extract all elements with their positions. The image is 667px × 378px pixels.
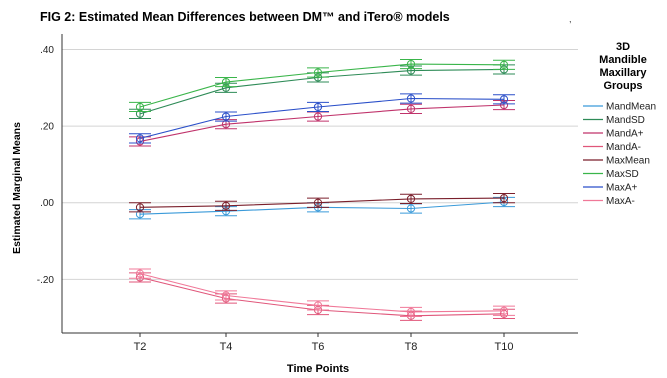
legend-label: MandSD (606, 115, 645, 126)
data-point (406, 104, 416, 113)
axis-layer: .40 .20 .00 -.20 T2 T4 T6 T8 T10 (37, 34, 578, 353)
data-point (499, 306, 509, 315)
legend-label: MandA- (606, 142, 641, 153)
data-point (135, 134, 145, 143)
legend-title-line: 3D (616, 41, 630, 53)
legend-label: MaxMean (606, 156, 650, 167)
x-tick-label: T2 (134, 341, 147, 353)
data-point (221, 291, 231, 300)
figure-title: FIG 2: Estimated Mean Differences betwee… (40, 10, 450, 24)
series-maxa-plus (129, 93, 515, 144)
data-point (406, 59, 416, 69)
legend-items: MandMean MandSD MandA+ MandA- MaxMean MaxSD Ma… (583, 102, 656, 207)
legend-title-line: Groups (603, 80, 642, 92)
series-manda-minus (129, 272, 515, 321)
y-axis-title: Estimated Marginal Means (11, 122, 23, 254)
series-line (139, 104, 505, 142)
x-tick-label: T4 (220, 341, 233, 353)
data-point (499, 194, 509, 203)
data-point (313, 68, 323, 77)
x-axis-title: Time Points (287, 363, 349, 375)
legend-title-line: Mandible (599, 54, 647, 66)
legend-item-maxa-plus: MaxA+ (583, 183, 638, 194)
series-line (139, 97, 505, 139)
y-tick-label: .00 (40, 198, 54, 209)
legend-label: MandA+ (606, 129, 644, 140)
grid-layer (62, 48, 578, 280)
data-point (406, 204, 416, 213)
series-maxsd (129, 58, 515, 113)
data-point (221, 112, 231, 121)
legend-title-line: Maxillary (599, 67, 647, 79)
legend-item-manda-plus: MandA+ (583, 129, 644, 140)
data-point (135, 102, 145, 112)
y-tick-label: -.20 (37, 275, 55, 286)
data-point (221, 77, 231, 87)
legend-label: MaxA- (606, 196, 635, 207)
data-point (313, 198, 323, 207)
series-maxa-minus (129, 268, 515, 318)
data-point (221, 201, 231, 210)
data-point (406, 194, 416, 204)
series-mandmean (129, 196, 515, 220)
legend-item-mandmean: MandMean (583, 102, 656, 113)
data-point (313, 301, 323, 310)
x-tick-label: T6 (312, 341, 325, 353)
data-point (499, 95, 509, 104)
stray-mark: , (569, 14, 572, 24)
data-point (406, 307, 416, 317)
y-tick-label: .40 (40, 45, 54, 56)
legend-item-manda-minus: MandA- (583, 142, 641, 153)
x-tick-label: T8 (405, 341, 418, 353)
series-maxmean (129, 193, 515, 213)
data-point (313, 112, 323, 121)
y-tick-label: .20 (40, 122, 54, 133)
data-point (135, 203, 145, 212)
legend-item-maxa-minus: MaxA- (583, 196, 635, 207)
series-layer (129, 58, 515, 321)
x-tick-label: T10 (495, 341, 514, 353)
legend-label: MaxA+ (606, 183, 638, 194)
data-point (135, 269, 145, 278)
data-point (313, 102, 323, 112)
legend-item-mandsd: MandSD (583, 115, 645, 126)
legend-item-maxmean: MaxMean (583, 156, 650, 167)
data-point (406, 94, 416, 103)
legend-item-maxsd: MaxSD (583, 169, 639, 180)
data-point (499, 60, 509, 69)
series-manda-plus (129, 99, 515, 147)
legend-label: MaxSD (606, 169, 639, 180)
legend-label: MandMean (606, 102, 656, 113)
